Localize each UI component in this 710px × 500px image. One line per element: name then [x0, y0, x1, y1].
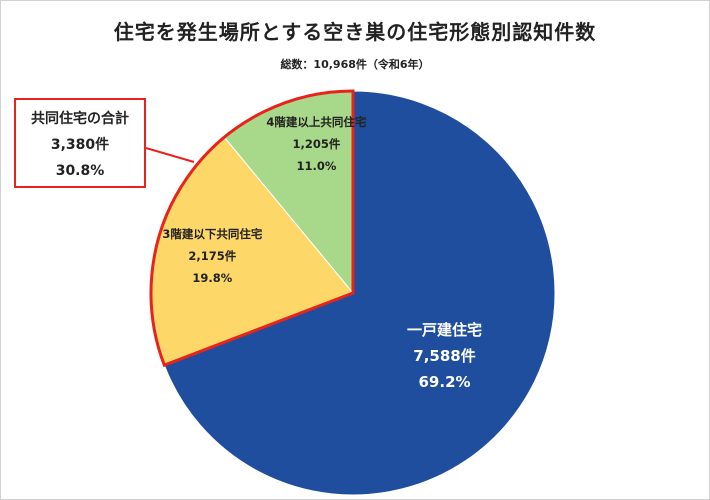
chart-title: 住宅を発生場所とする空き巣の住宅形態別認知件数 [113, 20, 597, 44]
slice-count-1: 7,588件 [413, 347, 475, 365]
slice-count-2: 2,175件 [188, 249, 236, 263]
apartment-outline [149, 89, 355, 368]
slice-labels: 一戸建住宅 7,588件 69.2% 3階建以下共同住宅 2,175件 19.8% 4階建以… [162, 115, 482, 391]
chart-subtitle: 総数：10,968件（令和6年） [280, 58, 430, 71]
callout-label: 共同住宅の合計 [31, 111, 129, 127]
slice-name-1: 一戸建住宅 [407, 321, 482, 339]
slice-percent-2: 19.8% [192, 271, 232, 285]
slice-percent-3: 11.0% [296, 159, 336, 173]
slice-name-2: 3階建以下共同住宅 [162, 227, 263, 241]
callout-leader-line [145, 147, 195, 163]
pie-slice-1 [163, 90, 556, 496]
callout-count: 3,380件 [50, 137, 110, 153]
slice-name-3: 4階建以上共同住宅 [266, 115, 367, 129]
slice-count-3: 1,205件 [292, 137, 340, 151]
apartment-highlight [149, 89, 355, 368]
slice-percent-1: 69.2% [419, 373, 471, 391]
callout-leader [145, 147, 195, 163]
pie-slices [150, 90, 556, 496]
apartment-total-callout: 共同住宅の合計 3,380件 30.8% [14, 98, 146, 188]
callout-percent: 30.8% [55, 163, 105, 179]
